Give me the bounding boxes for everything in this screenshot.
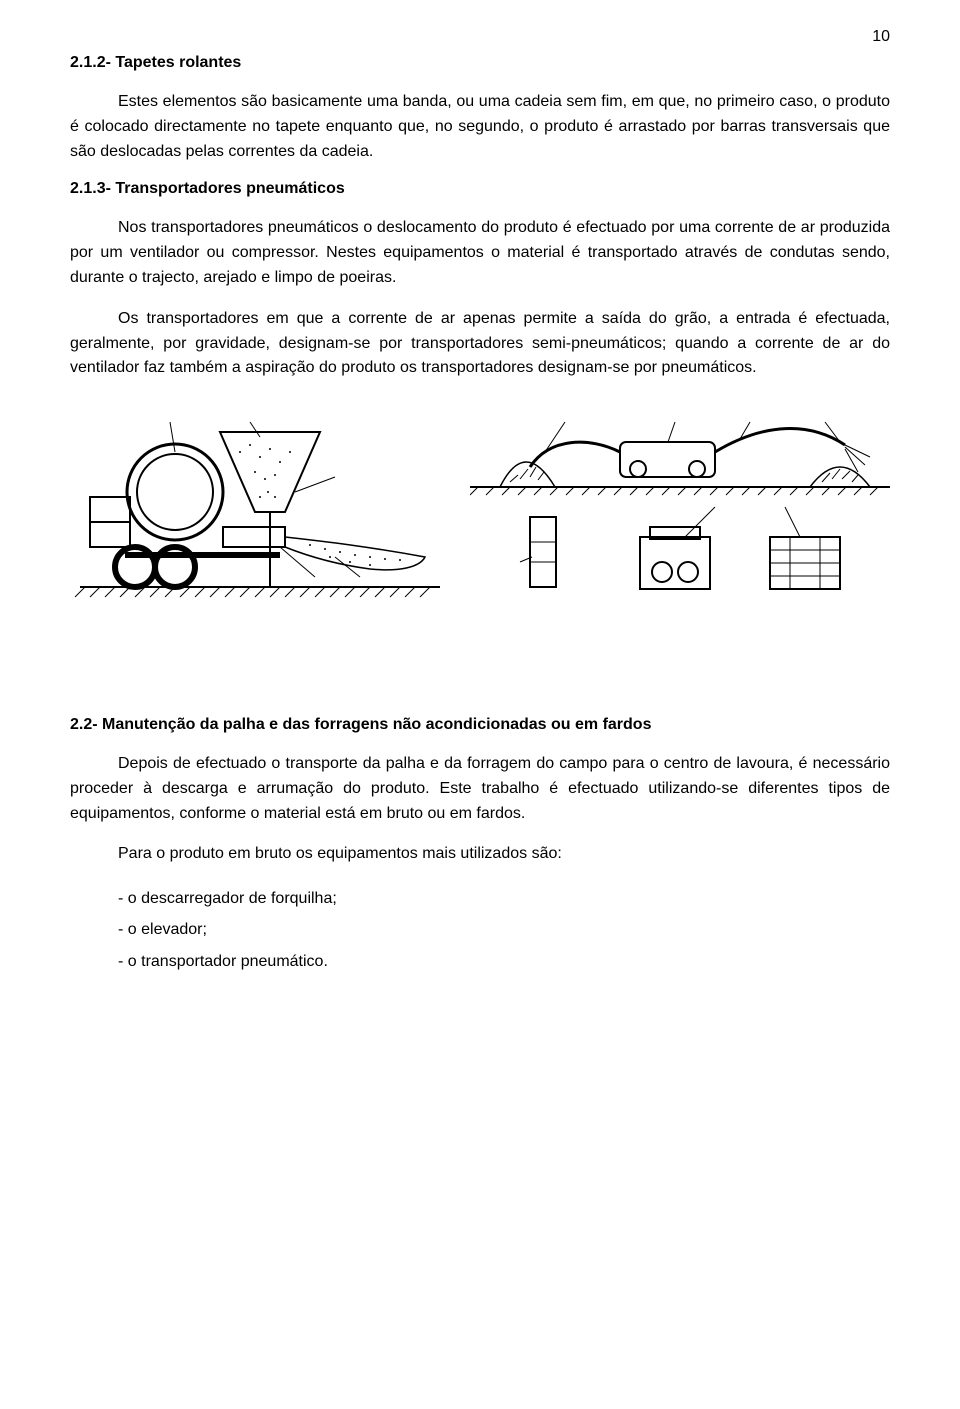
heading-2-1-2: 2.1.2- Tapetes rolantes	[70, 54, 890, 72]
list-item: - o transportador pneumático.	[118, 946, 890, 977]
heading-2-1-3: 2.1.3- Transportadores pneumáticos	[70, 180, 890, 198]
diagram-b-svg	[470, 397, 890, 607]
figure-8	[70, 397, 890, 607]
list-item: - o elevador;	[118, 914, 890, 945]
figure-ab-labels	[70, 613, 890, 631]
figure-8-caption	[70, 633, 890, 698]
figure-8-b	[470, 397, 890, 607]
paragraph: Para o produto em bruto os equipamentos …	[70, 842, 890, 867]
paragraph: Depois de efectuado o transporte da palh…	[70, 752, 890, 826]
page-number: 10	[872, 28, 890, 46]
paragraph: Nos transportadores pneumáticos o desloc…	[70, 216, 890, 290]
figure-8-a	[70, 397, 445, 607]
bullet-list: - o descarregador de forquilha; - o elev…	[118, 883, 890, 977]
paragraph: Os transportadores em que a corrente de …	[70, 307, 890, 381]
list-item: - o descarregador de forquilha;	[118, 883, 890, 914]
diagram-a-svg	[70, 397, 445, 607]
document-page: 10 2.1.2- Tapetes rolantes Estes element…	[0, 0, 960, 1409]
heading-2-2: 2.2- Manutenção da palha e das forragens…	[70, 716, 890, 734]
paragraph: Estes elementos são basicamente uma band…	[70, 90, 890, 164]
